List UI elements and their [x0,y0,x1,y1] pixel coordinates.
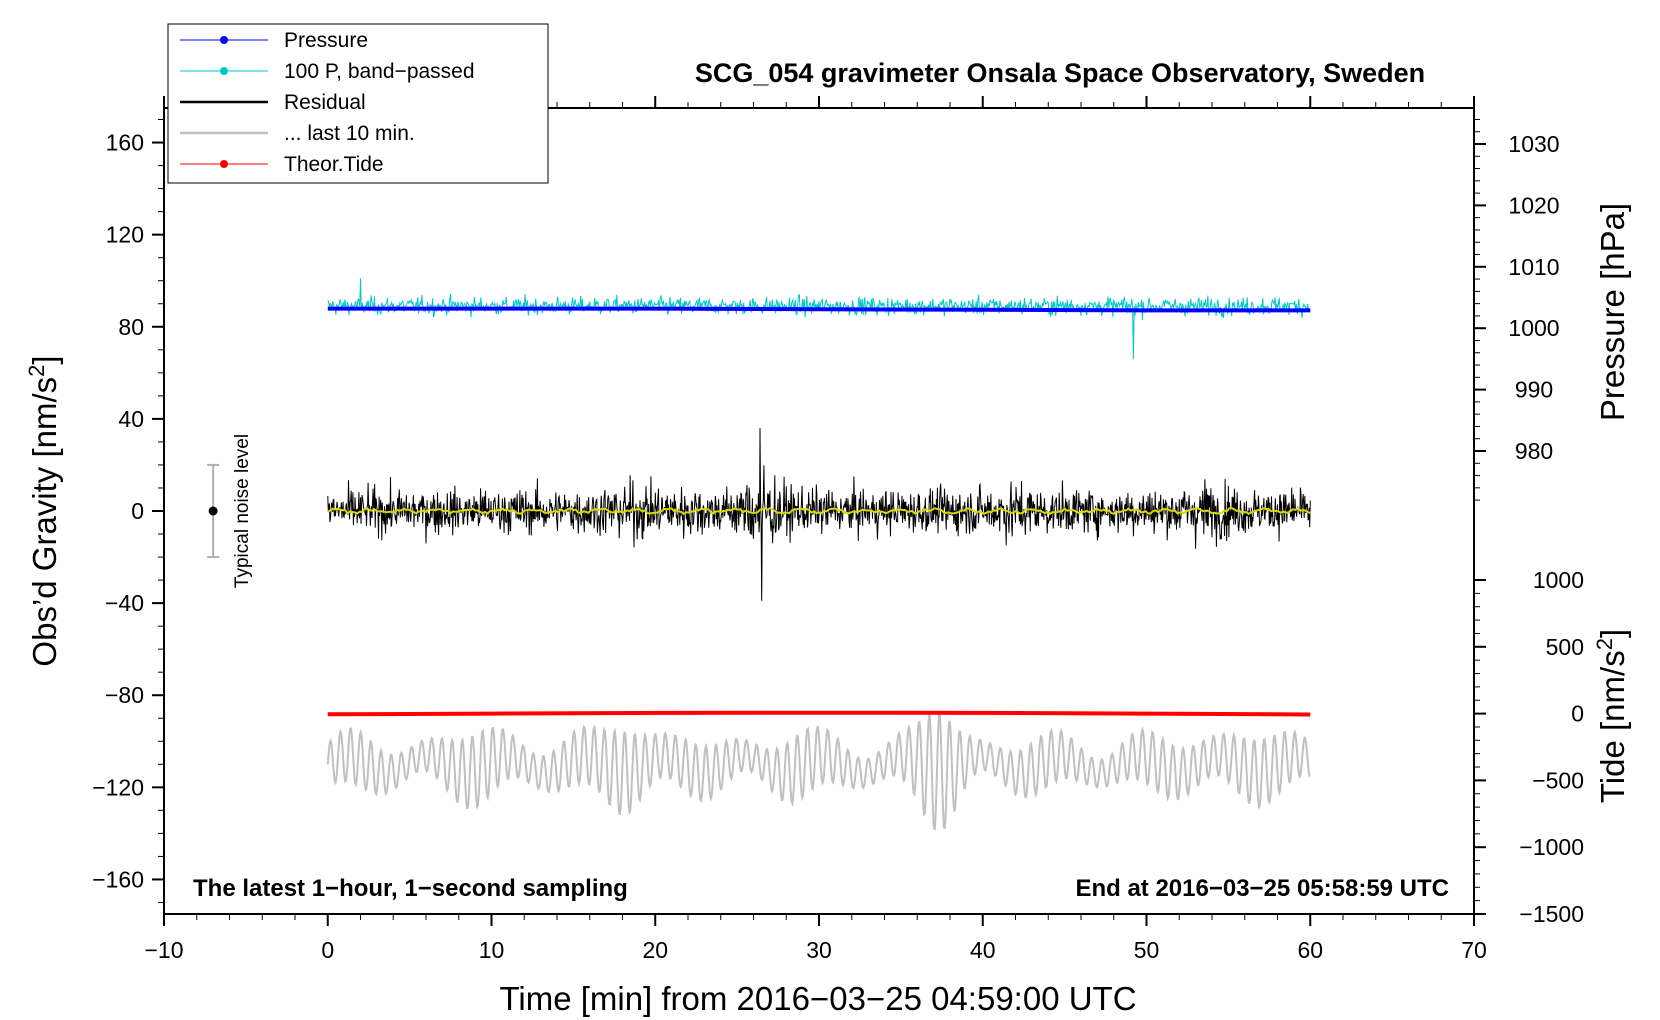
x-tick-label: 20 [642,937,668,963]
chart-title: SCG_054 gravimeter Onsala Space Observat… [695,58,1425,88]
legend-label: 100 P, band−passed [284,60,475,83]
tide-tick-label: −1500 [1519,901,1584,927]
left-tick-label: −120 [92,774,144,800]
series-theoretical-tide [327,710,1311,717]
left-axis-title-main: Obs’d Gravity [nm/s [26,377,63,667]
tide-axis-title-main: Tide [nm/s [1594,650,1631,803]
pressure-tick-label: 980 [1515,438,1553,464]
noise-level-dot [208,506,218,516]
left-axis-title-end: ] [26,355,63,364]
left-axis-title: Obs’d Gravity [nm/s2] [24,355,63,666]
pressure-tick-label: 1030 [1508,131,1559,157]
tide-tick-label: 500 [1546,634,1584,660]
legend-label: Residual [284,91,366,114]
noise-level-indicator: Typical noise level [207,434,253,588]
left-tick-label: −80 [105,682,144,708]
noise-level-label: Typical noise level [232,434,253,588]
x-tick-label: 70 [1461,937,1487,963]
left-tick-label: 160 [106,130,144,156]
tide-tick-label: 1000 [1533,567,1584,593]
tide-axis-title: Tide [nm/s2] [1592,629,1631,803]
legend-box [167,23,549,184]
x-tick-label: 50 [1134,937,1160,963]
legend-marker [220,160,228,168]
tide-axis-title-sup: 2 [1592,638,1617,650]
pressure-tick-label: 1010 [1508,254,1559,280]
series-last-10-min [326,711,1311,830]
tide-axis-title-end: ] [1594,629,1631,638]
pressure-tick-label: 990 [1515,377,1553,403]
series-residual-smoothed [327,506,1311,516]
ticks-layer: −10 0 10 20 30 40 50 60 7016012080400−40−80−120−… [92,96,1584,963]
series-pressure [327,306,1311,313]
left-tick-label: 120 [106,222,144,248]
tide-tick-label: −1000 [1519,834,1584,860]
left-tick-label: 40 [118,406,144,432]
legend: Pressure 100 P, band−passed Residual ... la… [167,23,549,184]
tide-tick-label: −500 [1532,767,1584,793]
legend-marker [220,67,228,75]
series-residual [327,428,1311,601]
footer-left-annotation: The latest 1−hour, 1−second sampling [193,875,628,902]
footer-right-annotation: End at 2016−03−25 05:58:59 UTC [1075,875,1449,902]
legend-label: ... last 10 min. [284,122,415,145]
left-axis-title-sup: 2 [24,365,49,377]
x-tick-label: 40 [970,937,996,963]
left-tick-label: 0 [131,498,144,524]
pressure-tick-label: 1020 [1508,192,1559,218]
x-tick-label: 30 [806,937,832,963]
legend-label: Theor.Tide [284,153,384,176]
left-tick-label: −40 [105,590,144,616]
legend-marker [220,36,228,44]
left-tick-label: −160 [92,866,144,892]
x-tick-label: 10 [479,937,505,963]
x-tick-label: 60 [1297,937,1323,963]
x-tick-label: −10 [144,937,183,963]
pressure-axis-title: Pressure [hPa] [1594,203,1631,421]
x-tick-label: 0 [321,937,334,963]
left-tick-label: 80 [118,314,144,340]
series-layer [326,278,1311,830]
pressure-tick-label: 1000 [1508,315,1559,341]
x-axis-title: Time [min] from 2016−03−25 04:59:00 UTC [499,980,1136,1017]
legend-label: Pressure [284,29,368,52]
tide-tick-label: 0 [1571,701,1584,727]
